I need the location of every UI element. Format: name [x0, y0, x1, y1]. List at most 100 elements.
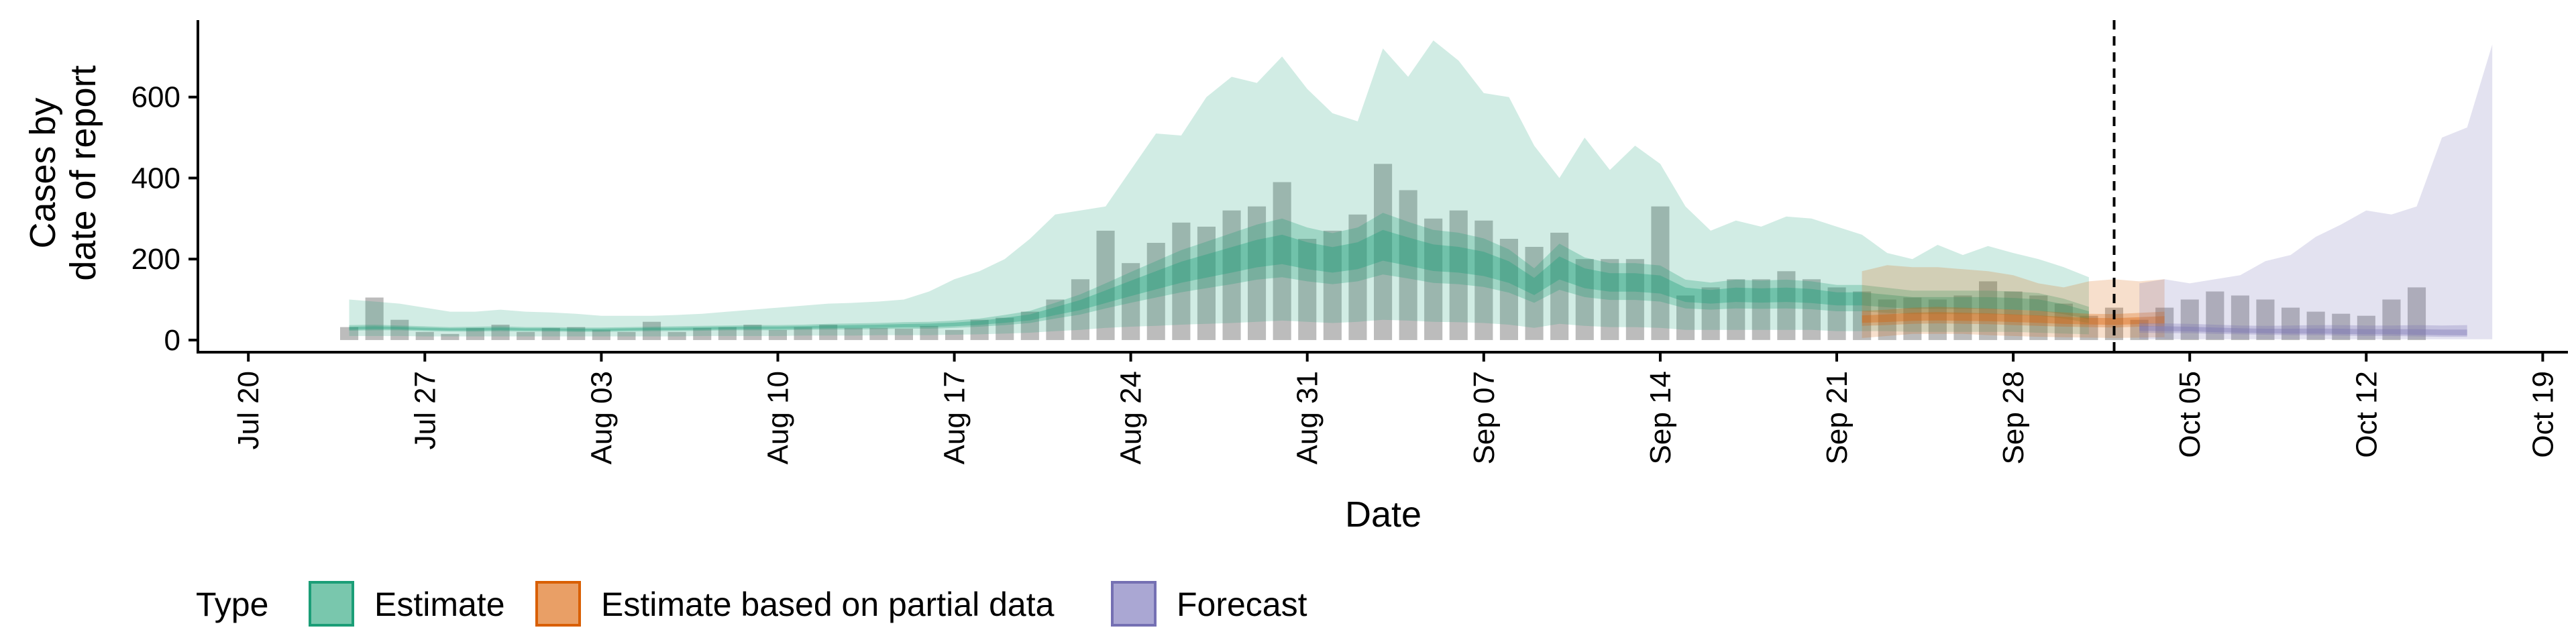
report-bar: [1651, 206, 1670, 340]
report-bar: [819, 325, 838, 340]
axes-layer: [197, 20, 2568, 354]
report-bar: [1853, 291, 1872, 340]
report-bar: [1146, 243, 1165, 340]
x-axis-title: Date: [1345, 494, 1421, 535]
estimate-based-on-partial-data-median-band: [1862, 312, 2165, 325]
x-tick-label: Aug 03: [585, 371, 618, 464]
legend-title: Type: [196, 586, 268, 623]
report-bar: [1474, 220, 1493, 340]
report-bar: [1323, 230, 1342, 340]
report-bar: [1525, 247, 1544, 340]
report-bar: [466, 327, 484, 340]
ticks-layer: 0 200 400 600 Jul 20 Jul 27 Aug 03 Aug 10 Aug 17…: [131, 81, 2560, 465]
x-tick-label: Aug 10: [762, 371, 795, 464]
report-bar: [920, 325, 938, 340]
x-tick-label: Sep 21: [1821, 371, 1854, 464]
report-bar: [365, 297, 384, 340]
report-bar: [1625, 259, 1644, 340]
report-bar: [2130, 319, 2149, 340]
forecast-median-band: [2139, 325, 2467, 335]
report-bar: [1727, 279, 1746, 340]
report-bar: [1903, 297, 1922, 340]
report-bar: [667, 331, 686, 340]
bars-layer: [340, 164, 2426, 340]
report-bar: [2231, 295, 2249, 340]
report-bar: [743, 325, 762, 340]
legend-label-estimate: Estimate: [374, 586, 505, 623]
report-bar: [491, 325, 510, 340]
report-bar: [1348, 214, 1367, 340]
estimate-inner-band: [349, 213, 2089, 332]
report-bar: [1046, 299, 1065, 340]
report-bar: [1979, 281, 1998, 340]
report-bar: [869, 327, 888, 340]
report-bar: [2029, 295, 2048, 340]
x-tick-label: Aug 17: [938, 371, 971, 464]
report-bar: [2282, 307, 2300, 340]
report-bar: [970, 319, 989, 340]
report-bar: [1222, 210, 1241, 340]
report-bar: [567, 327, 586, 340]
report-bar: [894, 329, 913, 340]
report-bar: [1550, 232, 1569, 340]
report-bar: [718, 327, 737, 340]
legend-key-partial: [535, 581, 581, 627]
report-bar: [617, 331, 636, 340]
report-bar: [2382, 299, 2401, 340]
report-bar: [945, 329, 964, 340]
y-axis-title-line-2: date of report: [63, 65, 103, 280]
report-bar: [592, 329, 610, 340]
report-bar: [1575, 259, 1594, 340]
legend-key-estimate: [309, 581, 354, 627]
report-bar: [768, 329, 787, 340]
report-bar: [693, 327, 712, 340]
report-bar: [2180, 299, 2199, 340]
x-tick-label: Oct 12: [2350, 371, 2383, 458]
report-bar: [1424, 218, 1443, 340]
x-tick-label: Jul 27: [409, 371, 441, 449]
y-axis-title-line-1: Cases by: [23, 97, 63, 248]
report-bar: [441, 333, 460, 340]
legend-label-partial: Estimate based on partial data: [601, 586, 1055, 623]
report-bar: [1298, 239, 1317, 340]
report-bar: [1878, 299, 1896, 340]
report-bar: [1122, 263, 1140, 340]
report-bar: [1020, 311, 1039, 340]
report-bar: [1273, 182, 1291, 340]
report-bar: [1777, 271, 1796, 340]
report-bar: [2080, 315, 2098, 340]
report-bar: [415, 331, 434, 340]
report-bar: [2054, 303, 2073, 340]
report-bar: [1601, 259, 1619, 340]
legend-key-forecast: [1111, 581, 1157, 627]
report-bar: [643, 321, 661, 340]
forecast-inner-band: [2139, 323, 2467, 337]
report-bar: [2408, 287, 2426, 340]
report-bar: [1248, 206, 1267, 340]
x-tick-label: Sep 07: [1468, 371, 1501, 464]
y-axis-title: Cases by date of report: [23, 65, 103, 280]
report-bar: [996, 317, 1014, 340]
x-tick-label: Oct 19: [2526, 371, 2559, 458]
report-bar: [1953, 295, 1972, 340]
x-tick-label: Aug 31: [1291, 371, 1324, 464]
report-bar: [2332, 313, 2351, 340]
legend: Type Estimate Estimate based on partial …: [196, 581, 1307, 627]
x-tick-label: Aug 24: [1115, 371, 1148, 464]
report-bar: [1676, 295, 1695, 340]
report-bar: [844, 327, 863, 340]
y-tick-label: 0: [164, 324, 180, 357]
report-bar: [1172, 222, 1191, 340]
report-bar: [2256, 299, 2275, 340]
report-bar: [1827, 287, 1846, 340]
y-tick-label: 400: [131, 162, 180, 195]
report-bar: [1096, 230, 1115, 340]
report-bar: [2004, 291, 2023, 340]
report-bar: [517, 331, 535, 340]
report-bar: [794, 327, 812, 340]
titles-layer: Date Cases by date of report: [23, 65, 1421, 535]
report-bar: [2357, 315, 2375, 340]
report-bar: [1701, 287, 1720, 340]
